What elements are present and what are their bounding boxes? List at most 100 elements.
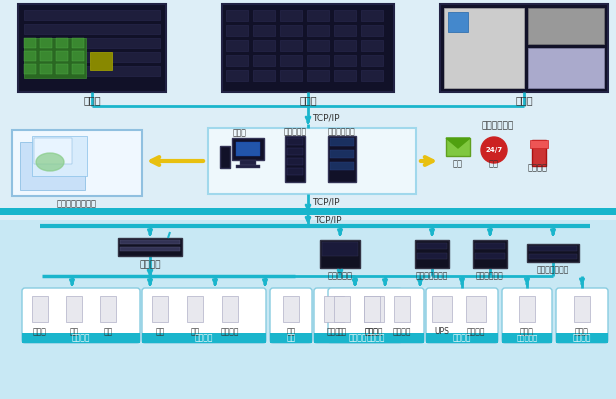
- Bar: [529, 246, 577, 251]
- Bar: [280, 10, 302, 21]
- Bar: [444, 8, 524, 88]
- Bar: [519, 296, 535, 322]
- Text: 集中监控软件平台: 集中监控软件平台: [57, 200, 97, 209]
- Bar: [324, 296, 344, 322]
- Bar: [446, 138, 470, 156]
- Bar: [253, 25, 275, 36]
- Text: 门禁控制器: 门禁控制器: [328, 271, 352, 280]
- Bar: [556, 333, 608, 343]
- Bar: [240, 160, 256, 165]
- Text: 消防: 消防: [286, 334, 296, 342]
- Bar: [307, 70, 329, 81]
- Bar: [0, 215, 616, 399]
- Bar: [118, 238, 182, 256]
- Bar: [364, 296, 384, 322]
- Bar: [280, 55, 302, 66]
- Text: 摄像头: 摄像头: [575, 328, 589, 336]
- Text: 电话: 电话: [489, 160, 499, 168]
- FancyBboxPatch shape: [426, 288, 498, 343]
- Bar: [285, 136, 305, 182]
- Text: 环境系统: 环境系统: [71, 334, 91, 342]
- Bar: [330, 150, 354, 158]
- Bar: [528, 48, 604, 88]
- Bar: [334, 70, 356, 81]
- Bar: [40, 38, 52, 48]
- FancyBboxPatch shape: [314, 288, 402, 343]
- Bar: [0, 208, 616, 215]
- Text: 报警输出方式: 报警输出方式: [482, 122, 514, 130]
- Bar: [417, 243, 447, 249]
- Bar: [253, 55, 275, 66]
- Bar: [142, 333, 266, 343]
- Bar: [322, 242, 358, 256]
- Bar: [253, 70, 275, 81]
- Text: 短信: 短信: [453, 160, 463, 168]
- Bar: [226, 10, 248, 21]
- Text: 机房三: 机房三: [515, 95, 533, 105]
- Bar: [187, 296, 203, 322]
- FancyBboxPatch shape: [142, 288, 266, 343]
- Text: 读卡器: 读卡器: [365, 328, 379, 336]
- Text: 客户端: 客户端: [233, 128, 247, 138]
- Bar: [307, 40, 329, 51]
- Bar: [20, 142, 85, 190]
- Bar: [100, 296, 116, 322]
- Bar: [426, 333, 498, 343]
- Text: 精密空调: 精密空调: [467, 328, 485, 336]
- Bar: [152, 296, 168, 322]
- Text: TCP/IP: TCP/IP: [312, 198, 340, 207]
- Text: 玻璃破碎: 玻璃破碎: [221, 328, 239, 336]
- Bar: [330, 138, 354, 146]
- Bar: [320, 240, 360, 268]
- Text: TCP/IP: TCP/IP: [314, 215, 342, 225]
- Text: 零电流监控器: 零电流监控器: [476, 271, 504, 280]
- Bar: [394, 296, 410, 322]
- Text: 智能设备监控器: 智能设备监控器: [416, 271, 448, 280]
- Bar: [220, 146, 230, 168]
- Text: 机房一: 机房一: [83, 95, 101, 105]
- Bar: [280, 70, 302, 81]
- Bar: [253, 10, 275, 21]
- Text: 24/7: 24/7: [485, 147, 503, 153]
- Bar: [448, 12, 468, 32]
- Bar: [72, 38, 84, 48]
- Bar: [502, 333, 552, 343]
- Bar: [328, 333, 424, 343]
- Bar: [473, 240, 507, 268]
- Bar: [24, 38, 36, 48]
- Bar: [24, 10, 160, 20]
- Bar: [574, 296, 590, 322]
- Bar: [334, 296, 350, 322]
- Bar: [432, 296, 452, 322]
- Text: 出门按鈕: 出门按鈕: [393, 328, 411, 336]
- Text: 现场声光: 现场声光: [528, 164, 548, 172]
- FancyBboxPatch shape: [270, 288, 312, 343]
- Bar: [287, 168, 303, 175]
- Bar: [226, 40, 248, 51]
- Text: 蓄电池系统: 蓄电池系统: [516, 335, 538, 341]
- Bar: [528, 8, 604, 44]
- Bar: [364, 296, 380, 322]
- Polygon shape: [446, 138, 470, 148]
- Bar: [0, 0, 616, 220]
- Text: 门禁系统: 门禁系统: [367, 334, 385, 342]
- Bar: [287, 158, 303, 165]
- Text: 数据库服务器: 数据库服务器: [328, 128, 356, 136]
- Bar: [24, 52, 160, 62]
- Text: 空调: 空调: [70, 328, 79, 336]
- Bar: [283, 296, 299, 322]
- Text: 门磁: 门磁: [190, 328, 200, 336]
- Bar: [226, 70, 248, 81]
- Bar: [361, 25, 383, 36]
- Bar: [314, 333, 402, 343]
- Bar: [334, 40, 356, 51]
- Text: 电量仪: 电量仪: [327, 328, 341, 336]
- Text: 机房二: 机房二: [299, 95, 317, 105]
- Bar: [24, 38, 160, 48]
- Text: 安防系统: 安防系统: [195, 334, 213, 342]
- Bar: [330, 162, 354, 170]
- Bar: [475, 243, 505, 249]
- Bar: [334, 10, 356, 21]
- Bar: [307, 10, 329, 21]
- Text: 动力系统: 动力系统: [349, 334, 367, 342]
